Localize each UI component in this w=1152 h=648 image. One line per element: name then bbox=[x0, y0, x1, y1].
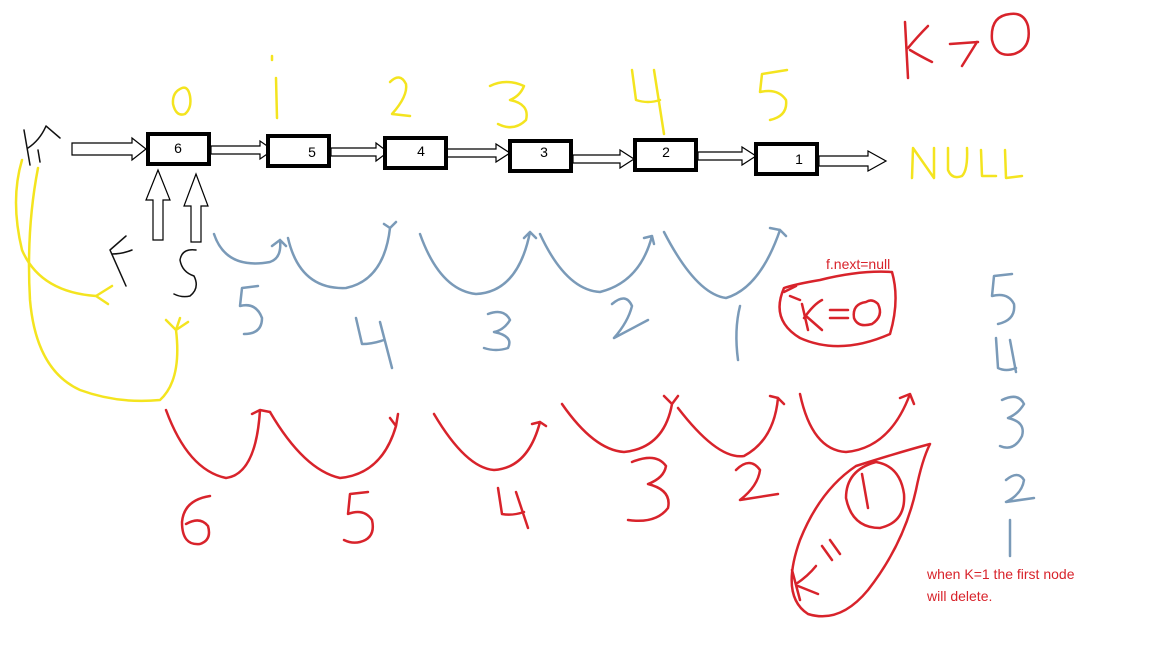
next-arrows bbox=[71, 136, 888, 173]
note-line-2: will delete. bbox=[926, 588, 992, 604]
list-node: 5 bbox=[266, 134, 331, 168]
node-value: 3 bbox=[540, 144, 548, 160]
head-marker bbox=[23, 125, 61, 166]
condition-label bbox=[903, 12, 1030, 80]
fast-label bbox=[109, 235, 133, 287]
side-counts bbox=[990, 272, 1036, 558]
second-pass-jumps bbox=[164, 392, 916, 480]
list-node: 2 bbox=[633, 138, 698, 172]
null-label bbox=[910, 146, 1024, 180]
head-to-fast-curve bbox=[14, 158, 190, 403]
fast-pointer-arrow bbox=[145, 168, 171, 241]
first-pass-jumps bbox=[212, 220, 788, 300]
next-arrow bbox=[446, 142, 512, 164]
slow-label bbox=[173, 248, 197, 298]
head-arrow bbox=[71, 136, 147, 162]
first-pass-counts bbox=[238, 284, 742, 370]
next-arrow bbox=[572, 148, 636, 170]
k-zero-group bbox=[790, 442, 932, 618]
node-value: 4 bbox=[417, 143, 425, 159]
next-arrow bbox=[330, 141, 389, 163]
node-value: 6 bbox=[174, 140, 182, 156]
list-node: 4 bbox=[383, 136, 448, 170]
list-node: 6 bbox=[146, 132, 211, 166]
null-arrow bbox=[818, 149, 888, 173]
node-value: 1 bbox=[795, 151, 803, 167]
next-arrow bbox=[210, 139, 275, 161]
list-node: 1 bbox=[754, 142, 819, 176]
node-value: 5 bbox=[308, 144, 316, 160]
list-nodes: 6 5 4 3 2 1 bbox=[146, 132, 819, 176]
node-value: 2 bbox=[662, 144, 670, 160]
list-node: 3 bbox=[508, 139, 573, 173]
second-pass-counts bbox=[180, 456, 780, 546]
note-line-1: when K=1 the first node bbox=[926, 566, 1075, 582]
slow-pointer-arrow bbox=[183, 172, 209, 243]
fnext-note: f.next=null bbox=[826, 256, 890, 272]
next-arrow bbox=[697, 145, 758, 167]
index-labels bbox=[171, 54, 789, 136]
pointer-arrows bbox=[145, 168, 209, 243]
explanation-note: when K=1 the first node will delete. bbox=[926, 566, 1075, 604]
fnext-note-group: f.next=null bbox=[778, 256, 897, 348]
